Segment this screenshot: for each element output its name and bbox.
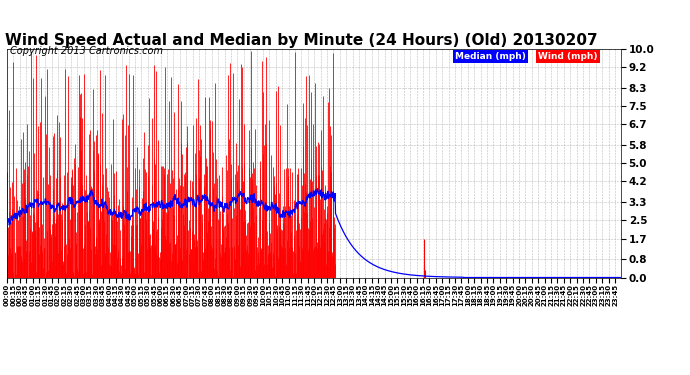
Text: Median (mph): Median (mph) (455, 52, 526, 61)
Text: Copyright 2013 Cartronics.com: Copyright 2013 Cartronics.com (10, 46, 164, 56)
Text: Wind (mph): Wind (mph) (538, 52, 598, 61)
Title: Wind Speed Actual and Median by Minute (24 Hours) (Old) 20130207: Wind Speed Actual and Median by Minute (… (6, 33, 598, 48)
